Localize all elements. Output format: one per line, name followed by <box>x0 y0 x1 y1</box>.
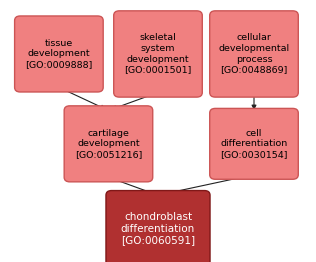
FancyBboxPatch shape <box>210 108 298 179</box>
FancyBboxPatch shape <box>15 16 103 92</box>
FancyBboxPatch shape <box>210 11 298 97</box>
Text: cellular
developmental
process
[GO:0048869]: cellular developmental process [GO:00488… <box>218 33 289 75</box>
Text: tissue
development
[GO:0009888]: tissue development [GO:0009888] <box>25 39 93 69</box>
Text: cell
differentiation
[GO:0030154]: cell differentiation [GO:0030154] <box>220 129 288 159</box>
FancyBboxPatch shape <box>106 190 210 262</box>
Text: skeletal
system
development
[GO:0001501]: skeletal system development [GO:0001501] <box>124 33 192 75</box>
FancyBboxPatch shape <box>114 11 202 97</box>
FancyBboxPatch shape <box>64 106 153 182</box>
Text: cartilage
development
[GO:0051216]: cartilage development [GO:0051216] <box>75 129 142 159</box>
Text: chondroblast
differentiation
[GO:0060591]: chondroblast differentiation [GO:0060591… <box>121 212 195 245</box>
